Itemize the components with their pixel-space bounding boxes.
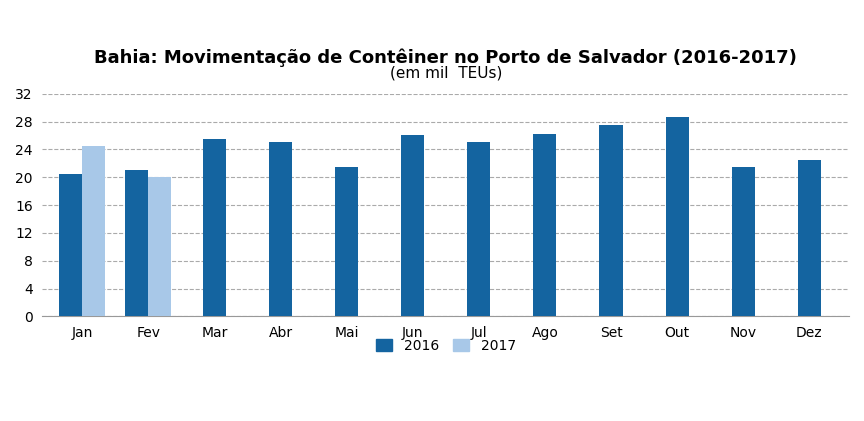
Bar <box>335 167 359 316</box>
Bar <box>600 125 623 316</box>
Bar <box>665 117 689 316</box>
Bar <box>269 142 292 316</box>
Text: (em mil  TEUs): (em mil TEUs) <box>390 65 502 80</box>
Bar <box>467 142 491 316</box>
Bar <box>203 139 226 316</box>
Bar <box>401 136 424 316</box>
Legend: 2016, 2017: 2016, 2017 <box>371 333 521 358</box>
Bar <box>533 134 556 316</box>
Bar <box>82 146 105 316</box>
Bar <box>125 170 149 316</box>
Bar <box>797 160 821 316</box>
Bar <box>149 177 171 316</box>
Title: Bahia: Movimentação de Contêiner no Porto de Salvador (2016-2017): Bahia: Movimentação de Contêiner no Port… <box>94 49 797 67</box>
Bar <box>732 167 755 316</box>
Bar <box>59 174 82 316</box>
